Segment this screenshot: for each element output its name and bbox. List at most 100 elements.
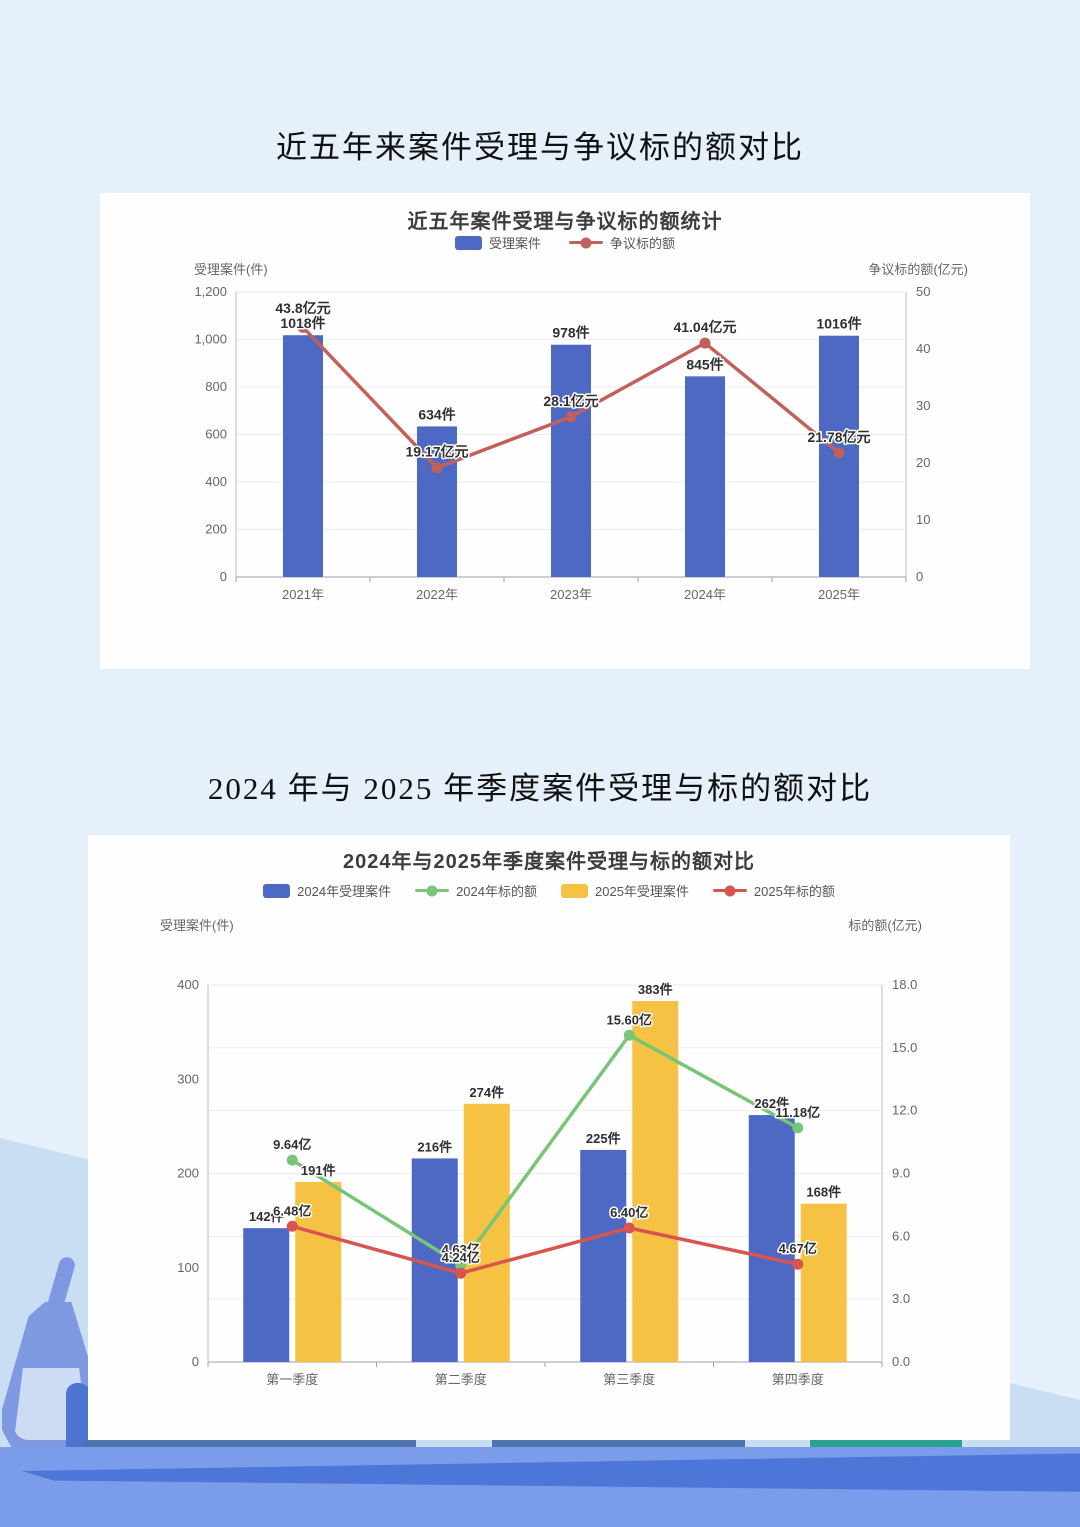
svg-text:2022年: 2022年 xyxy=(416,587,458,602)
svg-text:4.24亿: 4.24亿 xyxy=(442,1250,480,1265)
section1-title: 近五年来案件受理与争议标的额对比 xyxy=(276,130,804,165)
svg-text:2024年: 2024年 xyxy=(684,587,726,602)
svg-text:6.48亿: 6.48亿 xyxy=(273,1203,311,1218)
svg-text:2023年: 2023年 xyxy=(550,587,592,602)
quarterly-grouped-bar-line-chart: 400 300 200 100 0 18.0 15.0 12.0 9.0 6.0 3.0 0.0 第一季… xyxy=(177,977,917,1387)
legend-label: 2024年受理案件 xyxy=(297,884,392,899)
svg-text:第一季度: 第一季度 xyxy=(266,1372,318,1387)
svg-text:第二季度: 第二季度 xyxy=(435,1372,487,1387)
svg-text:1018件: 1018件 xyxy=(280,315,325,331)
lines xyxy=(286,1029,804,1279)
svg-text:1,200: 1,200 xyxy=(194,284,227,299)
legend-item-2024-amount: 2024年标的额 xyxy=(415,881,537,900)
section2-title: 2024 年与 2025 年季度案件受理与标的额对比 xyxy=(207,771,873,806)
chart-card-annual: 近五年案件受理与争议标的额统计 受理案件 争议标的额 受理案件(件) 争议标的额… xyxy=(100,193,1030,669)
svg-text:第三季度: 第三季度 xyxy=(603,1372,655,1387)
table-band-shadow xyxy=(21,1453,1080,1492)
line-legend-swatch xyxy=(415,885,450,896)
svg-text:4.63亿: 4.63亿 xyxy=(442,1242,480,1257)
legend-label: 2025年受理案件 xyxy=(595,884,689,899)
svg-text:383件: 383件 xyxy=(638,982,673,997)
svg-text:225件: 225件 xyxy=(586,1131,621,1146)
bars xyxy=(243,1001,847,1362)
legend-item-2025-amount: 2025年标的额 xyxy=(712,881,835,900)
svg-text:0: 0 xyxy=(220,569,227,584)
svg-text:0: 0 xyxy=(192,1354,199,1369)
svg-text:1,000: 1,000 xyxy=(194,332,227,347)
svg-text:12.0: 12.0 xyxy=(892,1103,917,1118)
svg-text:216件: 216件 xyxy=(417,1139,452,1154)
svg-text:15.60亿: 15.60亿 xyxy=(606,1012,652,1027)
svg-text:100: 100 xyxy=(177,1260,199,1275)
svg-text:18.0: 18.0 xyxy=(892,977,917,992)
left-axis-title: 受理案件(件) xyxy=(160,918,234,933)
legend-item-cases: 受理案件 xyxy=(454,233,541,252)
right-axis-title: 争议标的额(亿元) xyxy=(868,262,968,277)
svg-text:6.40亿: 6.40亿 xyxy=(610,1205,648,1220)
svg-text:1016件: 1016件 xyxy=(816,316,861,332)
svg-text:41.04亿元: 41.04亿元 xyxy=(673,319,736,335)
legend-label: 争议标的额 xyxy=(610,236,676,251)
svg-text:300: 300 xyxy=(177,1071,199,1086)
tick-labels: 400 300 200 100 0 18.0 15.0 12.0 9.0 6.0 3.0 0.0 第一季… xyxy=(177,977,917,1387)
quarterly-chart-title: 2024年与2025年季度案件受理与标的额对比 xyxy=(343,851,755,873)
annual-chart-legend: 受理案件 争议标的额 xyxy=(100,233,1030,252)
svg-text:15.0: 15.0 xyxy=(892,1040,917,1055)
data-labels: 142件 216件 225件 262件 191件 274件 383件 168件 9.64亿 4.6… xyxy=(247,981,842,1267)
quarterly-chart-legend: 2024年受理案件 2024年标的额 2025年受理案件 2025年标的额 xyxy=(88,881,1010,900)
svg-text:50: 50 xyxy=(916,284,930,299)
svg-text:4.67亿: 4.67亿 xyxy=(779,1241,817,1256)
annual-chart-title: 近五年案件受理与争议标的额统计 xyxy=(407,211,723,233)
lines xyxy=(297,321,845,474)
annual-bar-line-chart: 1,200 1,000 800 600 400 200 0 50 40 30 20 10 0 2021年 2… xyxy=(194,284,930,602)
data-labels: 1018件 634件 978件 845件 1016件 43.8亿元 19.17亿元 28.1亿… xyxy=(274,299,872,462)
svg-text:21.78亿元: 21.78亿元 xyxy=(807,429,870,445)
svg-text:0: 0 xyxy=(916,569,923,584)
svg-text:11.18亿: 11.18亿 xyxy=(775,1105,820,1120)
svg-text:845件: 845件 xyxy=(686,356,723,372)
bar-legend-swatch xyxy=(263,883,291,898)
svg-text:168件: 168件 xyxy=(806,1185,841,1200)
svg-text:400: 400 xyxy=(205,474,227,489)
svg-text:43.8亿元: 43.8亿元 xyxy=(275,300,330,316)
chart-card-quarterly: 2024年与2025年季度案件受理与标的额对比 2024年受理案件 2024年标… xyxy=(88,835,1010,1440)
svg-text:200: 200 xyxy=(177,1166,199,1181)
legend-label: 2024年标的额 xyxy=(456,884,537,899)
svg-text:9.64亿: 9.64亿 xyxy=(273,1137,311,1152)
svg-text:20: 20 xyxy=(916,455,930,470)
shelf-item-teal xyxy=(810,1440,962,1447)
svg-text:274件: 274件 xyxy=(469,1085,504,1100)
table-band xyxy=(0,1447,1080,1527)
svg-text:400: 400 xyxy=(177,977,199,992)
svg-text:191件: 191件 xyxy=(301,1163,336,1178)
bar-legend-swatch xyxy=(454,235,482,250)
svg-text:2021年: 2021年 xyxy=(282,587,324,602)
line-legend-swatch xyxy=(712,885,747,896)
svg-text:19.17亿元: 19.17亿元 xyxy=(405,444,468,460)
svg-text:0.0: 0.0 xyxy=(892,1354,910,1369)
svg-text:10: 10 xyxy=(916,512,930,527)
legend-label: 2025年标的额 xyxy=(753,884,835,899)
svg-text:800: 800 xyxy=(205,379,227,394)
shelf-item-dark-1 xyxy=(83,1440,416,1447)
line-legend-swatch xyxy=(569,237,603,248)
svg-text:28.1亿元: 28.1亿元 xyxy=(543,393,598,409)
legend-item-dispute-amount: 争议标的额 xyxy=(569,233,675,252)
shelf-item-dark-2 xyxy=(492,1440,745,1447)
legend-label: 受理案件 xyxy=(488,236,541,251)
svg-text:9.0: 9.0 xyxy=(892,1166,910,1181)
svg-text:200: 200 xyxy=(205,522,227,537)
svg-text:3.0: 3.0 xyxy=(892,1291,910,1306)
svg-text:978件: 978件 xyxy=(552,325,589,341)
svg-text:634件: 634件 xyxy=(418,406,455,422)
svg-text:2025年: 2025年 xyxy=(818,587,860,602)
svg-text:30: 30 xyxy=(916,398,930,413)
svg-text:600: 600 xyxy=(205,427,227,442)
bar-legend-swatch xyxy=(561,883,588,898)
right-axis-title: 标的额(亿元) xyxy=(848,918,922,933)
legend-item-2024-cases: 2024年受理案件 xyxy=(263,881,391,900)
bottle-icon xyxy=(66,1383,90,1447)
legend-item-2025-cases: 2025年受理案件 xyxy=(561,881,689,900)
svg-text:262件: 262件 xyxy=(754,1096,789,1111)
